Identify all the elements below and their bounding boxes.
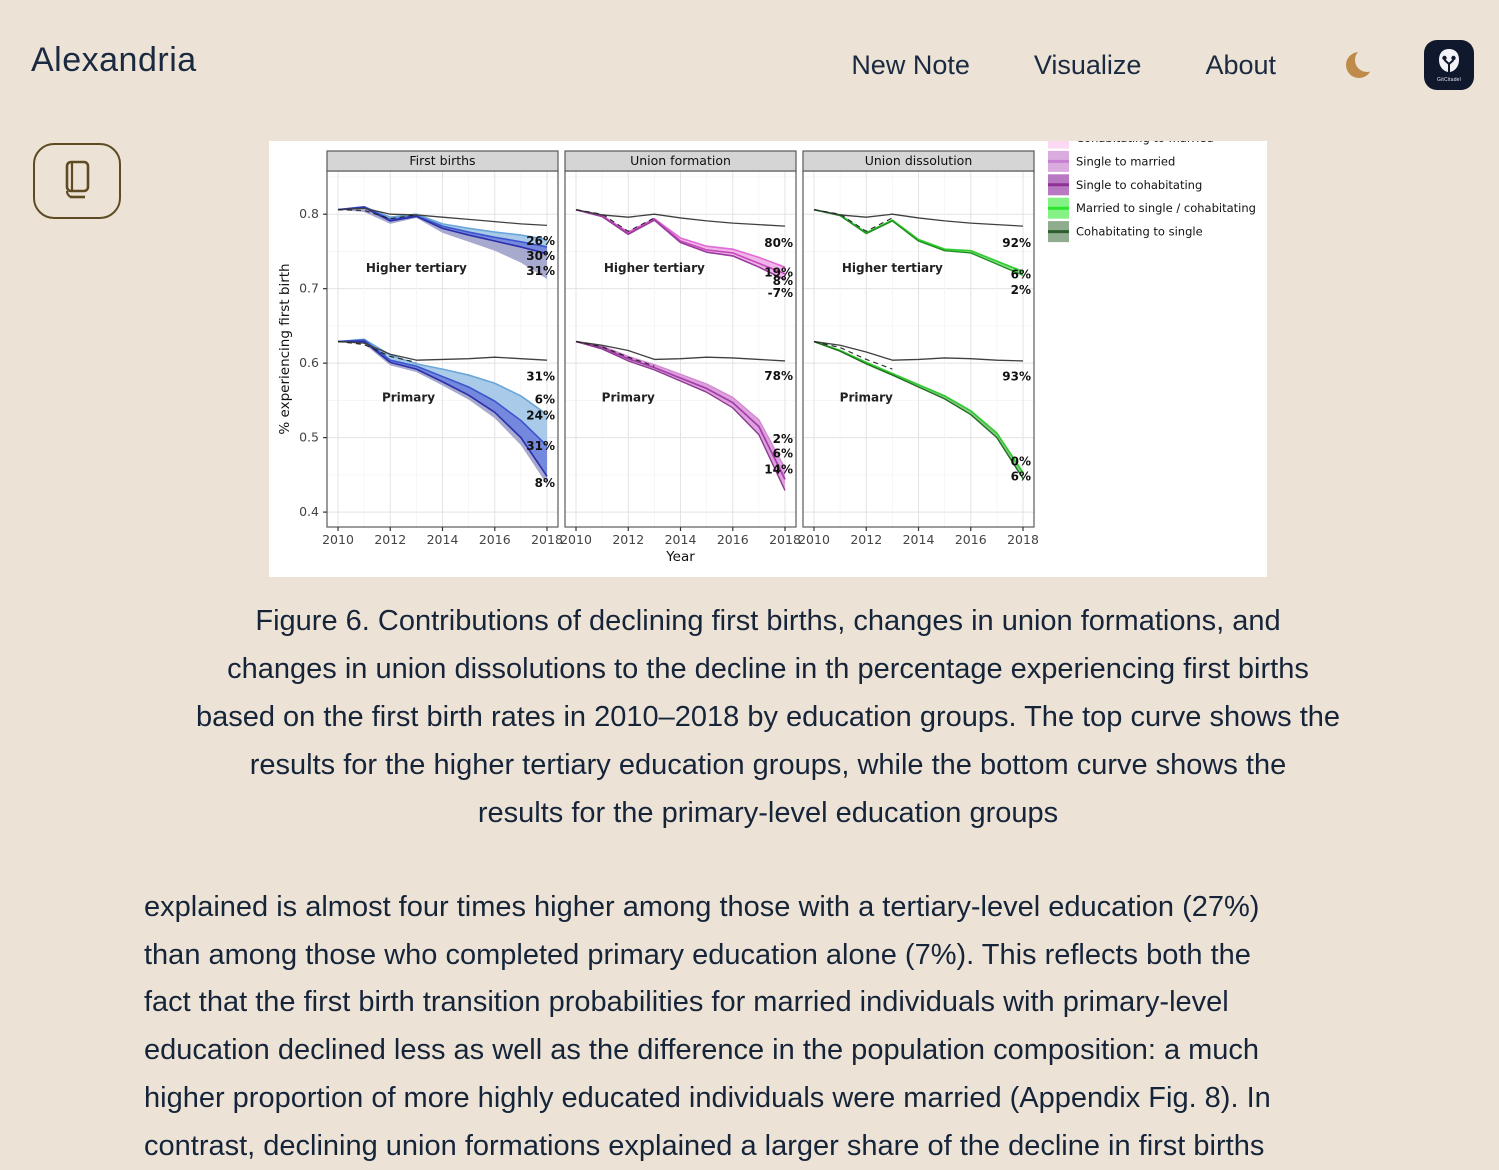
svg-text:2014: 2014 [665, 532, 697, 547]
brand-title[interactable]: Alexandria [31, 41, 197, 79]
gitcitadel-logo[interactable]: GitCitadel [1424, 40, 1474, 90]
svg-text:Higher tertiary: Higher tertiary [604, 261, 705, 275]
svg-text:26%: 26% [526, 234, 555, 248]
caption-line: results for the primary-level education … [477, 797, 1059, 829]
svg-text:Higher tertiary: Higher tertiary [842, 261, 943, 275]
svg-text:0%: 0% [1011, 454, 1031, 468]
svg-text:31%: 31% [526, 264, 555, 278]
svg-text:2018: 2018 [1007, 532, 1039, 547]
body-line: fact that the first birth transition pro… [144, 986, 1229, 1019]
article-paragraph: explained is almost four times higher am… [144, 884, 1444, 1170]
svg-text:6%: 6% [1011, 268, 1031, 282]
svg-text:2016: 2016 [717, 532, 749, 547]
caption-line: changes in union dissolutions to the dec… [227, 653, 1309, 685]
svg-text:2%: 2% [1011, 283, 1031, 297]
svg-text:31%: 31% [526, 439, 555, 453]
svg-text:93%: 93% [1002, 370, 1031, 384]
svg-text:Primary: Primary [602, 390, 655, 404]
reader-view-button[interactable] [33, 143, 121, 219]
svg-text:2010: 2010 [798, 532, 830, 547]
top-navigation: New Note Visualize About GitCitadel [851, 40, 1474, 90]
book-icon [65, 160, 90, 199]
figure-chart: 26%30%31%Higher tertiary31%6%24%31%8%Pri… [277, 141, 1256, 565]
svg-text:0.8: 0.8 [299, 206, 319, 221]
svg-text:2016: 2016 [955, 532, 987, 547]
svg-text:2012: 2012 [612, 532, 644, 547]
svg-text:Union formation: Union formation [630, 153, 731, 168]
logo-text: GitCitadel [1437, 76, 1461, 83]
nav-new-note[interactable]: New Note [851, 49, 970, 80]
svg-text:14%: 14% [764, 463, 793, 477]
body-line: higher proportion of more highly educate… [144, 1081, 1271, 1114]
svg-text:0.5: 0.5 [299, 430, 319, 445]
svg-text:31%: 31% [526, 370, 555, 384]
svg-text:2010: 2010 [560, 532, 592, 547]
svg-text:2018: 2018 [769, 532, 801, 547]
moon-icon [1346, 48, 1377, 78]
svg-text:Cohabitating to married: Cohabitating to married [1076, 141, 1214, 145]
svg-text:30%: 30% [526, 249, 555, 263]
svg-text:2012: 2012 [374, 532, 406, 547]
nav-about[interactable]: About [1205, 49, 1276, 80]
figure-caption: Figure 6. Contributions of declining fir… [120, 597, 1416, 837]
svg-text:2%: 2% [773, 432, 793, 446]
svg-text:2016: 2016 [479, 532, 511, 547]
caption-line: results for the higher tertiary educatio… [249, 749, 1287, 781]
svg-text:2018: 2018 [531, 532, 563, 547]
caption-line: based on the first birth rates in 2010–2… [195, 701, 1341, 733]
svg-text:6%: 6% [773, 446, 793, 460]
body-line: education declined less as well as the d… [144, 1034, 1260, 1067]
svg-text:24%: 24% [526, 408, 555, 422]
svg-text:Union dissolution: Union dissolution [865, 153, 973, 168]
nav-visualize[interactable]: Visualize [1033, 49, 1142, 80]
body-line: explained is almost four times higher am… [144, 891, 1260, 923]
svg-text:Cohabitating to single: Cohabitating to single [1076, 225, 1203, 239]
body-line: than among those who completed primary e… [144, 938, 1251, 971]
svg-text:8%: 8% [535, 476, 555, 490]
svg-text:0.4: 0.4 [299, 504, 319, 519]
svg-text:Primary: Primary [382, 390, 435, 404]
helmet-icon [1439, 48, 1459, 72]
body-line-clipped: contrast, declining union formations exp… [144, 1129, 1265, 1162]
svg-text:Married to single / cohabitati: Married to single / cohabitating [1076, 201, 1256, 215]
svg-text:0.6: 0.6 [299, 355, 319, 370]
svg-text:19%: 19% [764, 265, 793, 279]
svg-text:Primary: Primary [840, 390, 893, 404]
svg-text:92%: 92% [1002, 236, 1031, 250]
svg-text:80%: 80% [764, 236, 793, 250]
svg-text:Single to married: Single to married [1076, 154, 1175, 168]
svg-text:First births: First births [409, 153, 475, 168]
svg-text:2014: 2014 [903, 532, 935, 547]
figure-6-image: 26% 30% 31% Higher tertiary 31% 6% 24% 31% 8% Pri… [269, 141, 1267, 577]
svg-text:6%: 6% [535, 393, 555, 407]
svg-text:78%: 78% [764, 369, 793, 383]
svg-text:2014: 2014 [427, 532, 459, 547]
svg-text:Higher tertiary: Higher tertiary [366, 261, 467, 275]
svg-text:6%: 6% [1011, 469, 1031, 483]
svg-text:% experiencing first birth: % experiencing first birth [277, 263, 293, 434]
svg-text:Year: Year [665, 549, 695, 565]
svg-text:0.7: 0.7 [299, 281, 319, 296]
svg-text:Single to cohabitating: Single to cohabitating [1076, 178, 1202, 192]
svg-text:-7%: -7% [768, 286, 793, 300]
dark-mode-toggle[interactable] [1340, 45, 1380, 85]
svg-text:2012: 2012 [850, 532, 882, 547]
svg-text:8%: 8% [773, 274, 793, 288]
svg-text:2010: 2010 [322, 532, 354, 547]
caption-line: Figure 6. Contributions of declining fir… [255, 605, 1281, 637]
